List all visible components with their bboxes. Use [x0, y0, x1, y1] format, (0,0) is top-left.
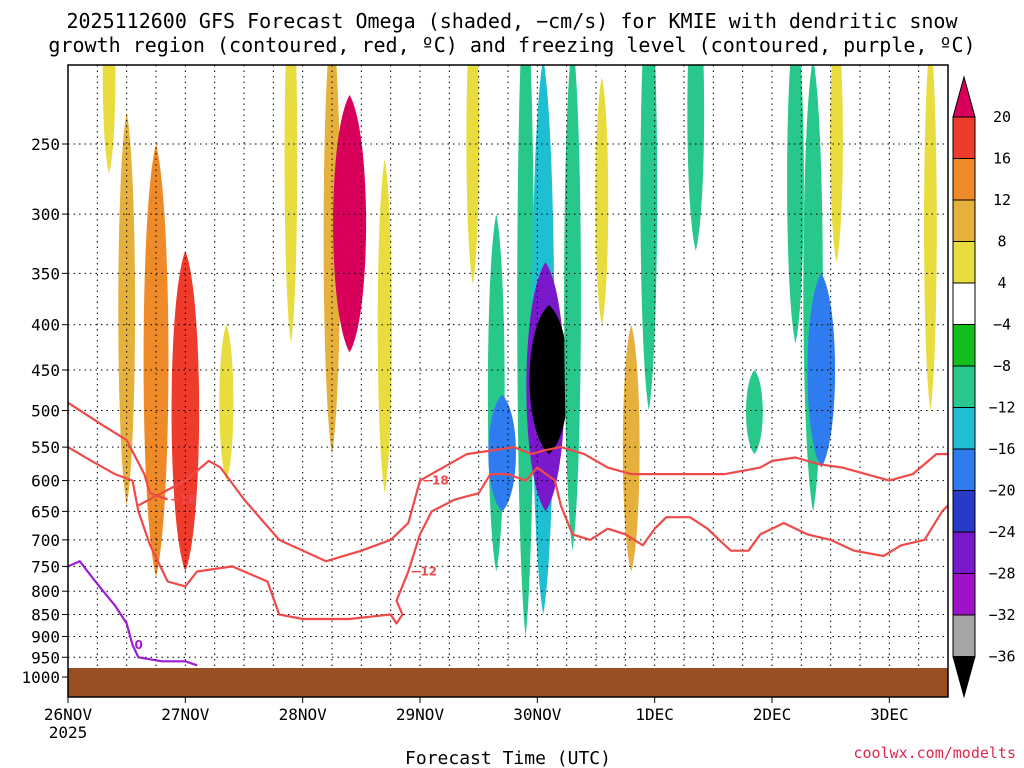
contour-label: −12: [410, 564, 437, 578]
colorbar: 20 16 12 8 4 −4 −8 −12 −16 −20 −24 −28 −32 −36: [952, 75, 1016, 699]
x-tick-sublabel: 2025: [49, 723, 88, 742]
contour-line: [68, 446, 948, 625]
colorbar-cell: [952, 75, 976, 118]
ground-surface: [68, 668, 948, 697]
contour-line: [68, 401, 169, 501]
omega-cell: [377, 159, 392, 494]
colorbar-cell: [952, 448, 976, 491]
y-tick-label: 450: [31, 361, 60, 380]
colorbar-cell: [952, 199, 976, 242]
colorbar-cell: [952, 407, 976, 450]
y-tick-label: 900: [31, 627, 60, 646]
omega-cell: [622, 324, 640, 572]
omega-cell: [143, 144, 169, 577]
x-tick-label: 1DEC: [635, 705, 674, 724]
colorbar-cell: [952, 614, 976, 657]
colorbar-label: −32: [988, 606, 1015, 624]
x-tick-label: 26NOV: [44, 705, 93, 724]
y-tick-label: 650: [31, 502, 60, 521]
omega-cell: [487, 214, 505, 572]
x-tick-label: 3DEC: [870, 705, 909, 724]
colorbar-label: −24: [988, 523, 1015, 541]
omega-cell: [333, 94, 367, 353]
omega-cell: [118, 111, 136, 506]
omega-cell: [488, 394, 516, 512]
chart-title-line-1: 2025112600 GFS Forecast Omega (shaded, −…: [66, 9, 958, 33]
colorbar-cell: [952, 241, 976, 284]
omega-cell: [807, 273, 836, 468]
colorbar-cell: [952, 116, 976, 159]
omega-cell: [640, 65, 658, 411]
omega-shading: [102, 65, 937, 637]
y-tick-label: 800: [31, 582, 60, 601]
colorbar-label: 12: [993, 191, 1011, 209]
colorbar-cell: [952, 365, 976, 408]
colorbar-label: 4: [997, 274, 1006, 292]
omega-cell: [924, 65, 937, 411]
omega-cell: [529, 304, 569, 455]
omega-cell: [466, 65, 480, 285]
y-tick-label: 850: [31, 606, 60, 625]
x-tick-label: 2DEC: [753, 705, 792, 724]
colorbar-cell: [952, 656, 976, 699]
y-tick-label: 250: [31, 135, 60, 154]
x-tick-label: 27NOV: [161, 705, 210, 724]
omega-cell: [219, 324, 234, 481]
y-tick-label: 350: [31, 264, 60, 283]
colorbar-cell: [952, 573, 976, 616]
omega-cell: [564, 65, 581, 551]
credit-link[interactable]: coolwx.com/modelts: [853, 744, 1016, 762]
plot-frame: [67, 64, 949, 698]
x-axis-title: Forecast Time (UTC): [405, 748, 611, 768]
contours: −18 −12 −18 0: [68, 401, 948, 667]
y-tick-label: 950: [31, 648, 60, 667]
colorbar-label: −4: [993, 316, 1011, 334]
y-tick-label: 700: [31, 531, 60, 550]
contour-label: −18: [170, 492, 197, 506]
omega-cell: [746, 369, 763, 455]
colorbar-cell: [952, 282, 976, 325]
y-tick-label: 1000: [21, 668, 60, 687]
y-tick-label: 600: [31, 472, 60, 491]
y-tick-label: 300: [31, 205, 60, 224]
colorbar-cell: [952, 490, 976, 533]
y-tick-label: 500: [31, 402, 60, 421]
colorbar-label: 20: [993, 108, 1011, 126]
chart-title-line-2: growth region (contoured, red, ºC) and f…: [48, 33, 975, 57]
y-tick-label: 400: [31, 316, 60, 335]
omega-cell: [171, 250, 200, 572]
axes: 250 300 350 400 450 500 550 600 650 700 750 800 850 9…: [21, 135, 908, 742]
grid: [68, 65, 948, 697]
colorbar-label: −36: [988, 648, 1015, 666]
omega-cell: [517, 65, 534, 637]
x-tick-label: 30NOV: [513, 705, 562, 724]
omega-cell: [595, 76, 609, 325]
contour-label: 0: [135, 638, 143, 652]
contour-line: [68, 560, 198, 667]
omega-cell: [102, 65, 116, 174]
colorbar-cell: [952, 531, 976, 574]
y-tick-label: 750: [31, 557, 60, 576]
omega-cell: [830, 65, 843, 263]
omega-cell: [687, 65, 705, 251]
colorbar-label: −8: [993, 357, 1011, 375]
x-tick-label: 28NOV: [279, 705, 328, 724]
colorbar-label: −28: [988, 565, 1015, 583]
colorbar-label: −12: [988, 399, 1015, 417]
colorbar-cell: [952, 158, 976, 201]
contour-label: −18: [422, 474, 449, 488]
colorbar-label: 16: [993, 150, 1011, 168]
contour-line: [137, 446, 948, 563]
y-tick-label: 550: [31, 438, 60, 457]
colorbar-cell: [952, 324, 976, 367]
colorbar-label: −16: [988, 440, 1015, 458]
colorbar-label: −20: [988, 482, 1015, 500]
colorbar-label: 8: [997, 233, 1006, 251]
x-tick-label: 29NOV: [396, 705, 445, 724]
